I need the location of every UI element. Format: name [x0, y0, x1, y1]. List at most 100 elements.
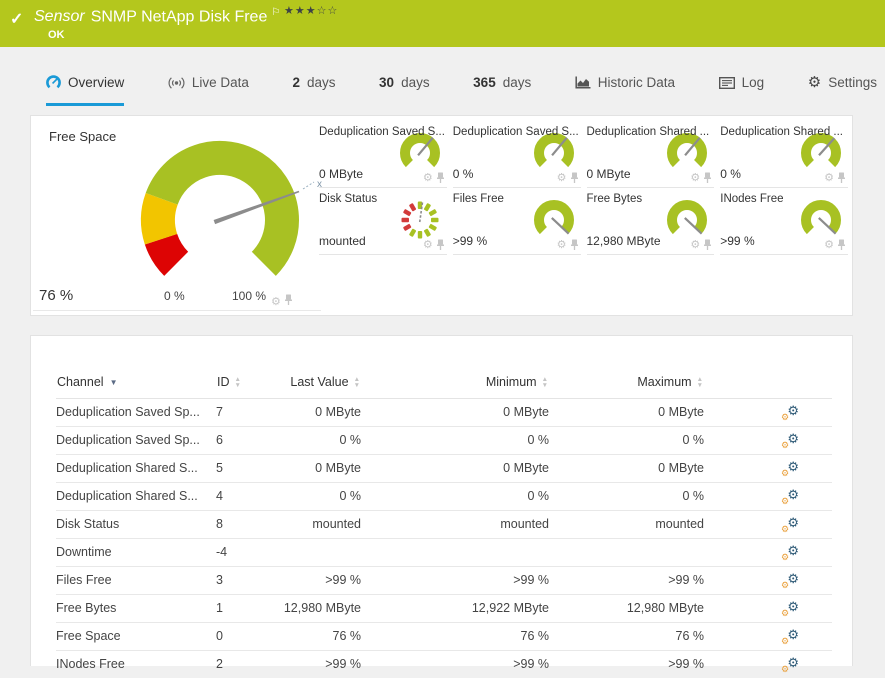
mini-channel-value: 0 MByte — [587, 167, 631, 181]
cell-minimum: 0 % — [361, 483, 549, 511]
channel-settings-icon[interactable]: ⚙⚙ — [781, 658, 799, 672]
tab-overview[interactable]: Overview — [46, 60, 124, 106]
column-header-minimum[interactable]: Minimum▲▼ — [361, 366, 549, 399]
cell-minimum: 76 % — [361, 623, 549, 651]
mini-channel-card[interactable]: Deduplication Saved S...0 MByte⚙ — [319, 126, 447, 188]
pin-icon[interactable] — [837, 239, 846, 251]
mini-channel-title: Free Bytes — [587, 193, 715, 205]
gear-icon[interactable]: ⚙ — [423, 240, 433, 251]
pin-icon[interactable] — [703, 239, 712, 251]
cell-id: 0 — [216, 623, 279, 651]
tab-log[interactable]: Log — [719, 60, 765, 106]
channel-settings-icon[interactable]: ⚙⚙ — [781, 462, 799, 476]
channel-settings-icon[interactable]: ⚙⚙ — [781, 546, 799, 560]
gear-icon[interactable]: ⚙ — [423, 173, 433, 184]
gauge-scale-max: 100 % — [232, 289, 266, 303]
tab-historic-data[interactable]: Historic Data — [575, 60, 675, 106]
column-header-id[interactable]: ID▲▼ — [216, 366, 279, 399]
mini-channel-title: Files Free — [453, 193, 581, 205]
tab-2-days[interactable]: 2 days — [292, 60, 335, 106]
mini-channel-value: 0 MByte — [319, 167, 363, 181]
pin-icon[interactable] — [837, 172, 846, 184]
cell-channel: Deduplication Saved Sp... — [56, 399, 216, 427]
gear-icon[interactable]: ⚙ — [690, 173, 700, 184]
gear-icon[interactable]: ⚙ — [690, 240, 700, 251]
mini-channel-card[interactable]: Files Free>99 %⚙ — [453, 193, 581, 255]
mini-channel-title: Deduplication Saved S... — [453, 126, 581, 138]
tab-label: Live Data — [192, 75, 249, 90]
cell-id: 2 — [216, 651, 279, 678]
pin-icon[interactable] — [436, 239, 445, 251]
gear-icon[interactable]: ⚙ — [824, 173, 834, 184]
pin-icon[interactable] — [703, 172, 712, 184]
overview-gauge-icon — [46, 75, 61, 90]
cell-channel: Deduplication Saved Sp... — [56, 427, 216, 455]
mini-channel-title: Deduplication Shared ... — [720, 126, 848, 138]
table-header-row: Channel▼ ID▲▼ Last Value▲▼ Minimum▲▼ Max… — [56, 366, 832, 399]
cell-maximum: 76 % — [549, 623, 704, 651]
column-header-maximum[interactable]: Maximum▲▼ — [549, 366, 704, 399]
pin-icon[interactable] — [284, 294, 293, 306]
channel-settings-icon[interactable]: ⚙⚙ — [781, 490, 799, 504]
main-gauge-value: 76 % — [39, 287, 73, 304]
gear-icon[interactable]: ⚙ — [557, 173, 567, 184]
channel-settings-icon[interactable]: ⚙⚙ — [781, 602, 799, 616]
cell-id: 3 — [216, 567, 279, 595]
cell-id: 8 — [216, 511, 279, 539]
mini-channel-card[interactable]: INodes Free>99 %⚙ — [720, 193, 848, 255]
needle-marker-line — [303, 182, 314, 189]
column-header-last-value[interactable]: Last Value▲▼ — [279, 366, 361, 399]
mini-channel-title: INodes Free — [720, 193, 848, 205]
channel-settings-icon[interactable]: ⚙⚙ — [781, 518, 799, 532]
cell-maximum: >99 % — [549, 651, 704, 678]
gear-icon[interactable]: ⚙ — [557, 240, 567, 251]
flag-icon[interactable]: ⚐ — [271, 7, 280, 18]
live-data-icon — [168, 76, 185, 90]
mini-channel-card[interactable]: Deduplication Shared ...0 %⚙ — [720, 126, 848, 188]
mini-channel-card[interactable]: Free Bytes 12,980 MByte ⚙ — [587, 193, 715, 255]
cell-maximum: mounted — [549, 511, 704, 539]
pin-icon[interactable] — [570, 172, 579, 184]
channel-settings-icon[interactable]: ⚙⚙ — [781, 630, 799, 644]
cell-channel: Free Space — [56, 623, 216, 651]
channel-settings-icon[interactable]: ⚙⚙ — [781, 434, 799, 448]
cell-id: 7 — [216, 399, 279, 427]
cell-minimum: 0 MByte — [361, 455, 549, 483]
gear-icon[interactable]: ⚙ — [271, 297, 281, 308]
column-header-channel[interactable]: Channel▼ — [56, 366, 216, 399]
table-row[interactable]: Downtime-4⚙⚙ — [56, 539, 832, 567]
pin-icon[interactable] — [570, 239, 579, 251]
tab-label: days — [307, 75, 336, 90]
pin-icon[interactable] — [436, 172, 445, 184]
tab-settings[interactable]: ⚙Settings — [808, 60, 877, 106]
cell-last-value: 76 % — [279, 623, 361, 651]
mini-channel-card[interactable]: Deduplication Saved S...0 %⚙ — [453, 126, 581, 188]
channel-settings-icon[interactable]: ⚙⚙ — [781, 406, 799, 420]
cell-last-value: 12,980 MByte — [279, 595, 361, 623]
tab-number: 2 — [292, 75, 300, 90]
mini-channel-value: 12,980 MByte — [587, 234, 661, 248]
gear-icon[interactable]: ⚙ — [824, 240, 834, 251]
cell-last-value: >99 % — [279, 651, 361, 678]
priority-stars[interactable]: ★★★☆☆ — [284, 4, 338, 17]
tab-live-data[interactable]: Live Data — [168, 60, 249, 106]
cell-last-value: 0 % — [279, 483, 361, 511]
channel-settings-icon[interactable]: ⚙⚙ — [781, 574, 799, 588]
mini-channel-card[interactable]: Deduplication Shared ...0 MByte⚙ — [587, 126, 715, 188]
status-badge: OK — [48, 29, 65, 41]
cell-last-value: >99 % — [279, 567, 361, 595]
